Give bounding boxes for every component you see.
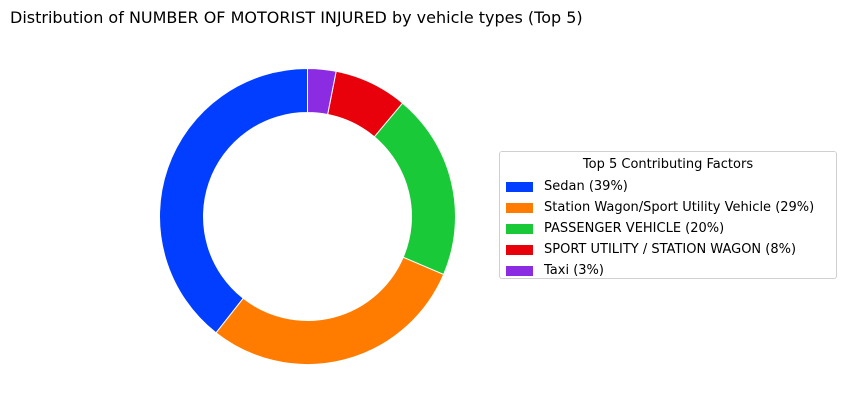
legend: Top 5 Contributing Factors Sedan (39%) S…: [499, 151, 837, 279]
legend-swatch: [506, 223, 533, 234]
legend-label: Sedan (39%): [544, 179, 628, 194]
legend-item-sedan: Sedan (39%): [500, 176, 836, 197]
legend-label: Station Wagon/Sport Utility Vehicle (29%…: [544, 200, 815, 215]
donut-slice-taxi: [307, 67, 337, 116]
donut-slice-station-wagon-sport-utility-vehicle: [215, 256, 445, 365]
legend-item-taxi: Taxi (3%): [500, 260, 836, 281]
legend-swatch: [506, 181, 533, 192]
chart-title: Distribution of NUMBER OF MOTORIST INJUR…: [10, 8, 583, 27]
legend-item-sport-utility-station-wagon: SPORT UTILITY / STATION WAGON (8%): [500, 239, 836, 260]
legend-swatch: [506, 265, 533, 276]
legend-swatch: [506, 202, 533, 213]
donut-slice-passenger-vehicle: [373, 102, 456, 276]
donut-slice-sedan: [159, 67, 308, 334]
legend-label: Taxi (3%): [544, 263, 604, 278]
legend-title: Top 5 Contributing Factors: [582, 157, 754, 172]
legend-label: SPORT UTILITY / STATION WAGON (8%): [544, 242, 797, 257]
legend-swatch: [506, 244, 533, 255]
legend-item-station-wagon-suv: Station Wagon/Sport Utility Vehicle (29%…: [500, 197, 836, 218]
legend-item-passenger-vehicle: PASSENGER VEHICLE (20%): [500, 218, 836, 239]
legend-label: PASSENGER VEHICLE (20%): [544, 221, 725, 236]
